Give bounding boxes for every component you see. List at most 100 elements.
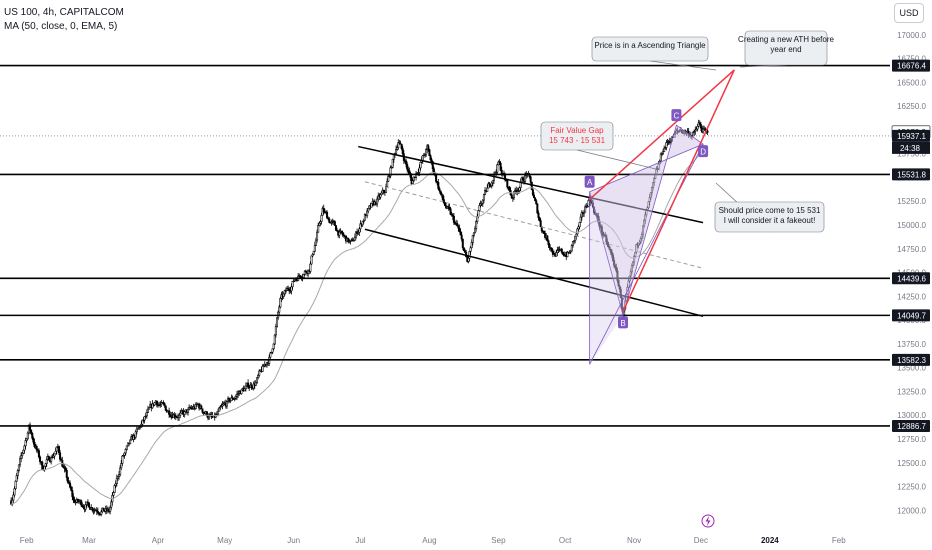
candle-body — [443, 202, 446, 207]
candle-body — [141, 419, 144, 425]
candle-body — [459, 231, 462, 236]
candle-body — [517, 190, 520, 192]
candle-body — [399, 143, 402, 145]
candle-body — [229, 400, 232, 402]
candle-body — [488, 183, 491, 186]
candle-body — [518, 187, 521, 191]
candle-body — [243, 388, 246, 392]
price-axis-label: 15531.8 — [897, 170, 926, 179]
countdown-bg — [892, 141, 930, 154]
candle-body — [303, 270, 306, 275]
candle-body — [347, 237, 350, 243]
candle-body — [113, 485, 116, 493]
candle-body — [102, 507, 105, 511]
candle-body — [233, 397, 236, 400]
abcd-point-d-label: D — [700, 148, 706, 157]
candle-body — [129, 439, 132, 444]
price-axis-label-bg — [892, 129, 930, 142]
candle-body — [536, 203, 539, 214]
candle-body — [144, 415, 147, 418]
candle-body — [71, 490, 74, 497]
candle-body — [427, 145, 430, 151]
candle-body — [17, 464, 20, 471]
y-tick-label: 14750.0 — [897, 245, 926, 254]
candle-body — [168, 410, 171, 415]
candle-body — [477, 210, 480, 217]
candle-body — [218, 407, 221, 412]
candle-body — [283, 290, 286, 295]
candle-body — [262, 365, 265, 367]
candle-body — [531, 189, 534, 196]
price-axis-label-bg — [892, 59, 930, 72]
candle-body — [276, 317, 279, 327]
candle-body — [534, 197, 537, 202]
candle-body — [122, 454, 125, 457]
candle-body — [496, 164, 499, 173]
candle-body — [230, 397, 233, 402]
candle-body — [530, 181, 533, 191]
candle-body — [469, 247, 472, 252]
x-tick-label: 2024 — [761, 536, 779, 545]
candle-body — [307, 269, 310, 274]
callout-text-line: 15 743 - 15 531 — [549, 136, 606, 145]
candle-body — [538, 217, 541, 221]
candle-body — [663, 147, 666, 153]
candle-body — [292, 280, 295, 283]
channel-lower-line — [364, 228, 704, 318]
candle-body — [577, 226, 580, 230]
candle-body — [228, 398, 231, 402]
candle-body — [98, 512, 101, 515]
candle-body — [660, 153, 663, 155]
candle-body — [45, 459, 48, 464]
time-axis-bg — [0, 532, 890, 550]
candle-body — [310, 255, 313, 265]
candle-body — [311, 254, 314, 257]
candle-body — [395, 149, 398, 154]
candle-body — [580, 212, 583, 218]
candle-body — [121, 455, 124, 464]
candle-body — [359, 223, 362, 230]
candle-body — [376, 198, 379, 205]
candle-body — [386, 181, 389, 187]
candle-body — [319, 221, 322, 224]
candle-body — [425, 149, 428, 156]
y-tick-label: 14250.0 — [897, 292, 926, 301]
candle-body — [561, 251, 564, 255]
candle-body — [397, 142, 400, 148]
callout-text-line: year end — [770, 45, 801, 54]
candle-body — [361, 221, 364, 226]
candle-body — [70, 486, 73, 491]
candle-body — [692, 132, 695, 136]
callout-pointer — [739, 64, 787, 68]
candle-body — [110, 501, 113, 508]
candle-body — [694, 129, 697, 132]
candle-body — [258, 370, 261, 376]
candle-body — [237, 393, 240, 395]
currency-badge[interactable]: USD — [894, 3, 924, 23]
candle-body — [162, 402, 165, 405]
candle-body — [100, 511, 103, 515]
lightning-icon — [701, 514, 715, 528]
abcd-point-d-badge — [698, 145, 709, 158]
candle-body — [26, 432, 29, 440]
candle-body — [340, 230, 343, 233]
candle-body — [411, 180, 414, 185]
symbol-title[interactable]: US 100, 4h, CAPITALCOM — [4, 7, 124, 18]
candle-body — [116, 476, 119, 479]
candle-body — [109, 507, 112, 512]
indicator-label[interactable]: MA (50, close, 0, EMA, 5) — [4, 21, 118, 32]
candle-body — [31, 433, 34, 439]
candle-body — [146, 408, 149, 413]
candle-body — [32, 437, 35, 443]
candle-body — [153, 402, 156, 406]
candle-body — [86, 501, 89, 504]
candle-body — [551, 250, 554, 255]
candle-body — [173, 414, 176, 417]
candle-body — [484, 189, 487, 195]
x-tick-label: Dec — [694, 536, 708, 545]
candle-body — [568, 251, 571, 254]
candle-body — [84, 504, 87, 510]
